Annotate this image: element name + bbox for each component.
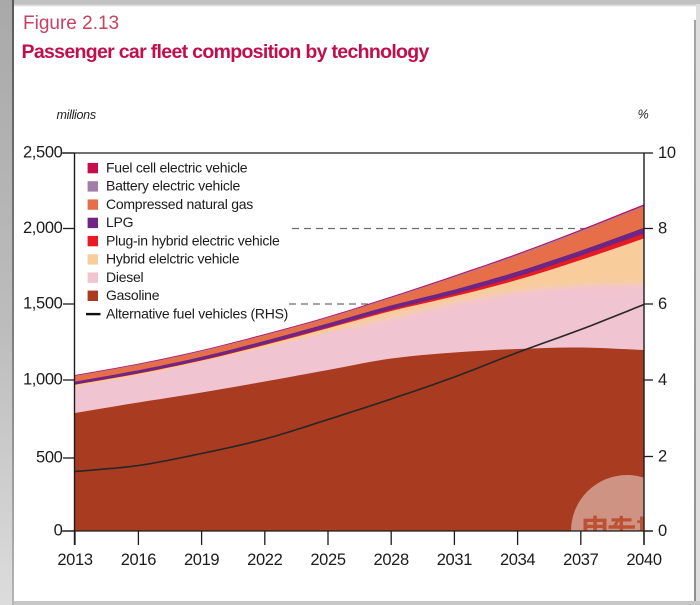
svg-text:2040: 2040 — [626, 551, 661, 569]
svg-text:6: 6 — [658, 295, 667, 313]
svg-text:LPG: LPG — [106, 214, 133, 230]
svg-text:1,000: 1,000 — [23, 370, 63, 388]
svg-text:Gasoline: Gasoline — [106, 287, 160, 303]
svg-text:4: 4 — [658, 371, 667, 389]
svg-text:Plug-in hybrid electric vehicl: Plug-in hybrid electric vehicle — [106, 232, 280, 248]
svg-text:2: 2 — [658, 447, 667, 465]
svg-text:2016: 2016 — [121, 551, 156, 569]
svg-text:Compressed natural gas: Compressed natural gas — [106, 196, 253, 212]
svg-text:2019: 2019 — [184, 551, 219, 569]
svg-text:Hybrid elelctric vehicle: Hybrid elelctric vehicle — [106, 251, 240, 267]
svg-text:Fuel cell electric vehicle: Fuel cell electric vehicle — [106, 159, 248, 175]
svg-text:Alternative fuel vehicles (RHS: Alternative fuel vehicles (RHS) — [106, 305, 288, 321]
svg-text:10: 10 — [658, 144, 676, 162]
svg-text:8: 8 — [658, 219, 667, 237]
svg-text:2,500: 2,500 — [23, 143, 63, 161]
svg-text:2013: 2013 — [57, 551, 92, 569]
svg-text:0: 0 — [54, 521, 63, 539]
svg-text:2,000: 2,000 — [23, 219, 63, 237]
svg-text:millions: millions — [57, 108, 96, 122]
svg-text:2022: 2022 — [247, 551, 282, 569]
svg-text:2031: 2031 — [437, 551, 472, 569]
svg-text:2028: 2028 — [374, 551, 409, 569]
svg-text:500: 500 — [36, 448, 63, 466]
svg-text:1,500: 1,500 — [23, 294, 63, 312]
svg-text:2034: 2034 — [500, 551, 535, 569]
svg-text:Diesel: Diesel — [106, 269, 144, 285]
svg-text:0: 0 — [658, 522, 667, 540]
svg-text:2025: 2025 — [310, 551, 345, 569]
svg-text:%: % — [638, 108, 649, 122]
svg-text:2037: 2037 — [563, 551, 598, 569]
svg-text:Battery electric vehicle: Battery electric vehicle — [106, 178, 241, 194]
